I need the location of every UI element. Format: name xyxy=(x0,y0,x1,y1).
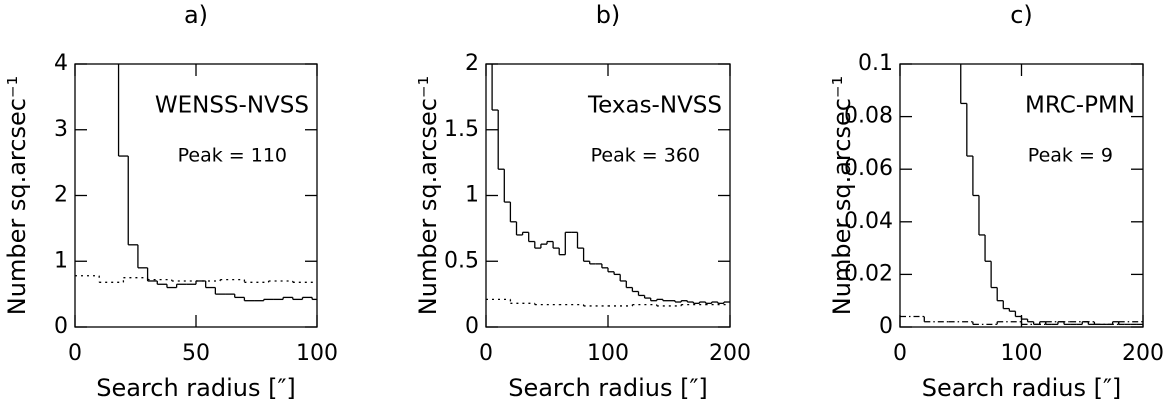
y-axis-label: Number sq.arcsec⁻¹ xyxy=(3,76,31,315)
y-tick-label: 2 xyxy=(54,183,68,208)
x-tick-label: 0 xyxy=(479,341,493,366)
annotation: WENSS-NVSS xyxy=(155,93,309,119)
x-tick-label: 0 xyxy=(68,341,82,366)
y-tick-label: 4 xyxy=(54,51,68,76)
annotation: Peak = 9 xyxy=(1028,145,1113,167)
x-axis-label: Search radius [″] xyxy=(922,374,1122,402)
y-tick-label: 0 xyxy=(54,314,68,339)
x-tick-label: 200 xyxy=(709,341,751,366)
y-tick-label: 1 xyxy=(54,248,68,273)
panel: a) Search radius [″] Number sq.arcsec⁻¹ 0 50… xyxy=(3,1,338,402)
panel-title: b) xyxy=(596,1,621,29)
y-tick-label: 0.02 xyxy=(844,261,893,286)
y-tick-label: 0 xyxy=(879,314,893,339)
histogram xyxy=(486,64,730,307)
y-tick-label: 2 xyxy=(465,51,479,76)
y-tick-label: 0.08 xyxy=(844,104,893,129)
panel: b)Search radius [″]Number sq.arcsec⁻¹0 10… xyxy=(414,1,751,402)
y-axis-label: Number sq.arcsec⁻¹ xyxy=(414,76,442,315)
x-tick-label: 100 xyxy=(1001,341,1043,366)
annotation: MRC-PMN xyxy=(1025,93,1135,119)
plot-frame xyxy=(74,63,318,328)
panel: c) Search radius [″] Number sq.arcsec⁻¹ 0 10… xyxy=(828,1,1164,402)
plot-frame xyxy=(485,63,731,328)
x-axis-label: Search radius [″] xyxy=(508,374,708,402)
y-tick-label: 1 xyxy=(465,183,479,208)
panel-title: c) xyxy=(1010,1,1033,29)
x-tick-label: 100 xyxy=(296,341,338,366)
y-tick-label: 0.1 xyxy=(858,51,893,76)
annotation: Peak = 360 xyxy=(591,145,700,167)
x-tick-label: 50 xyxy=(182,341,210,366)
annotation: Peak = 110 xyxy=(178,145,287,167)
y-tick-label: 0.5 xyxy=(444,248,479,273)
panel-title: a) xyxy=(184,1,208,29)
annotation: Texas-NVSS xyxy=(587,93,722,119)
histogram xyxy=(75,64,317,302)
y-tick-label: 0.04 xyxy=(844,209,893,234)
y-axis-label: Number sq.arcsec⁻¹ xyxy=(828,76,856,315)
x-tick-label: 100 xyxy=(587,341,629,366)
y-tick-label: 1.5 xyxy=(444,117,479,142)
x-tick-label: 200 xyxy=(1122,341,1164,366)
y-tick-label: 0.06 xyxy=(844,156,893,181)
y-tick-label: 0 xyxy=(465,314,479,339)
plot-frame xyxy=(899,63,1144,328)
y-tick-label: 3 xyxy=(54,117,68,142)
x-axis-label: Search radius [″] xyxy=(96,374,296,402)
x-tick-label: 0 xyxy=(893,341,907,366)
histogram xyxy=(900,64,1143,326)
